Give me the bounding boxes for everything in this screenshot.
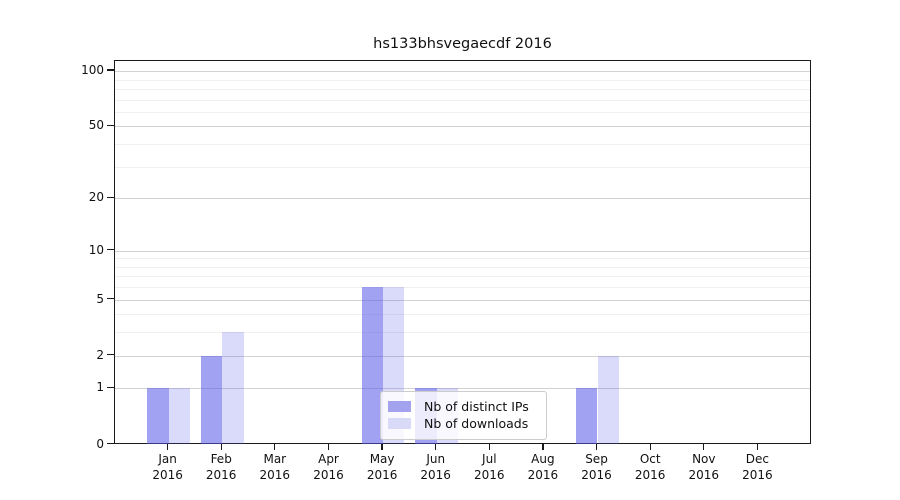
legend-label-downloads: Nb of downloads [424, 416, 529, 431]
x-tick-label-year: 2016 [420, 467, 451, 482]
x-tick-label: Jan 2016 [126, 452, 210, 483]
y-gridline-minor [115, 144, 810, 145]
y-tick [107, 124, 114, 127]
y-tick [107, 386, 114, 389]
y-gridline-minor [115, 79, 810, 81]
x-tick-label-year: 2016 [313, 467, 344, 482]
y-gridline-minor [115, 258, 810, 260]
y-gridline-major [115, 388, 810, 390]
x-tick [166, 443, 169, 450]
x-tick [756, 443, 759, 450]
y-gridline-minor [115, 88, 810, 90]
y-gridline-minor [115, 266, 810, 268]
y-tick-label: 100 [81, 63, 104, 78]
x-tick-label: Jun 2016 [394, 452, 478, 483]
x-tick-label: May 2016 [340, 452, 424, 483]
y-gridline-minor [115, 332, 810, 334]
x-tick-label: Sep 2016 [555, 452, 639, 483]
x-tick-label: Oct 2016 [608, 452, 692, 483]
y-gridline-major [115, 355, 810, 357]
y-tick [107, 353, 114, 356]
x-tick-label-year: 2016 [366, 467, 398, 482]
y-tick [107, 196, 114, 198]
x-tick-label: Dec 2016 [715, 452, 799, 483]
x-tick-label-year: 2016 [688, 467, 720, 482]
y-gridline-minor [115, 314, 810, 316]
legend-item-downloads: Nb of downloads [388, 416, 537, 431]
bar-nb-of-distinct-ips [576, 388, 598, 445]
bar-nb-of-downloads [222, 332, 244, 445]
x-tick-label: Mar 2016 [233, 452, 317, 483]
chart-title: hs133bhsvegaecdf 2016 [373, 36, 552, 52]
x-tick-label-year: 2016 [152, 467, 183, 482]
y-tick-label: 5 [96, 291, 104, 306]
y-gridline-minor [115, 287, 810, 289]
y-tick [107, 69, 114, 71]
x-tick-label: Apr 2016 [287, 452, 371, 483]
y-tick-label: 10 [88, 242, 104, 257]
bar-nb-of-distinct-ips [200, 355, 223, 445]
x-tick-label-year: 2016 [527, 467, 559, 482]
x-tick-label-year: 2016 [581, 467, 612, 482]
y-gridline-minor [115, 166, 810, 168]
y-tick-label: 20 [88, 190, 104, 205]
y-gridline-major [115, 250, 810, 252]
x-tick-label: Aug 2016 [501, 452, 585, 483]
x-tick [435, 443, 437, 450]
y-tick-label: 1 [96, 380, 104, 395]
y-gridline-major [115, 299, 810, 301]
x-tick-label-year: 2016 [474, 467, 505, 482]
y-gridline-major [115, 198, 810, 200]
x-tick [649, 443, 651, 450]
y-tick [107, 248, 114, 251]
x-tick [274, 443, 276, 450]
y-gridline-major [115, 71, 810, 73]
bar-nb-of-distinct-ips [361, 287, 384, 445]
y-gridline-major [115, 126, 810, 128]
legend-label-distinct-ips: Nb of distinct IPs [424, 399, 529, 414]
x-tick [327, 443, 330, 450]
bar-nb-of-downloads [168, 388, 190, 445]
x-tick-label: Jul 2016 [447, 452, 531, 483]
legend-swatch-downloads-icon [388, 418, 411, 429]
x-tick [488, 443, 490, 450]
legend-item-distinct-ips: Nb of distinct IPs [388, 399, 537, 414]
y-tick [107, 297, 114, 300]
x-tick-label-year: 2016 [634, 467, 666, 482]
x-tick [595, 443, 598, 450]
y-tick [107, 442, 114, 445]
x-tick-label-year: 2016 [742, 467, 773, 482]
x-tick [220, 443, 222, 450]
plot-area [114, 60, 811, 445]
y-gridline-minor [115, 99, 810, 101]
x-tick-label-year: 2016 [205, 467, 237, 482]
x-tick [381, 443, 383, 450]
y-tick-label: 50 [88, 118, 104, 133]
legend: Nb of distinct IPs Nb of downloads [380, 391, 547, 440]
y-gridline-minor [115, 276, 810, 278]
bar-nb-of-distinct-ips [147, 388, 169, 445]
y-gridline-minor [115, 111, 810, 113]
x-tick-label: Feb 2016 [179, 452, 263, 483]
x-tick [703, 443, 705, 450]
x-tick-label: Nov 2016 [662, 452, 746, 483]
y-tick-label: 2 [96, 347, 104, 362]
legend-swatch-distinct-ips-icon [388, 401, 411, 412]
x-tick [542, 443, 544, 450]
x-tick-label-year: 2016 [259, 467, 291, 482]
bar-nb-of-downloads [597, 355, 619, 445]
y-tick-label: 0 [96, 436, 104, 451]
